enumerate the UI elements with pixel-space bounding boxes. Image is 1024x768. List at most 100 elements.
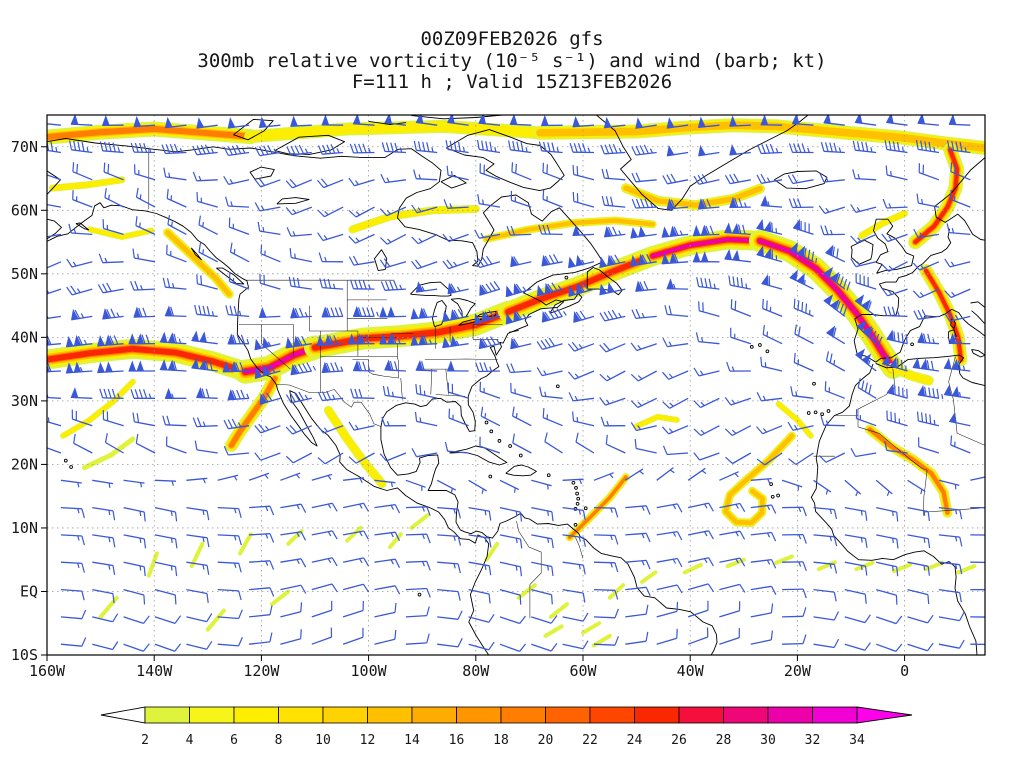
border-path <box>309 305 358 332</box>
wind-barb <box>818 452 846 463</box>
wind-barb <box>666 198 689 210</box>
vorticity-band <box>228 376 278 448</box>
wind-barb <box>437 610 463 620</box>
wind-barb <box>852 140 877 154</box>
wind-barb <box>593 608 619 619</box>
wind-barb <box>562 506 586 520</box>
island-dot <box>776 493 780 498</box>
wind-barb <box>415 281 438 293</box>
wind-barb <box>818 205 845 215</box>
wind-barb <box>225 305 250 318</box>
wind-barb <box>624 468 644 481</box>
wind-barb <box>405 560 431 571</box>
coastline-path <box>505 464 537 477</box>
wind-barb <box>479 163 501 181</box>
wind-barb <box>217 588 242 601</box>
figure-title-block: 00Z09FEB2026 gfs 300mb relative vorticit… <box>0 28 1024 94</box>
vorticity-band <box>516 583 537 600</box>
wind-barb <box>813 506 838 520</box>
wind-barb <box>656 584 683 594</box>
wind-barb <box>479 381 501 399</box>
wind-barb <box>123 534 147 549</box>
wind-barb <box>844 561 868 576</box>
wind-barb <box>217 506 242 518</box>
coastline-path <box>950 318 956 329</box>
wind-barb <box>72 162 93 181</box>
wind-barb <box>254 202 281 212</box>
wind-barb <box>196 274 218 290</box>
wind-barb <box>352 115 375 126</box>
wind-barb <box>192 417 218 428</box>
wind-barb <box>382 385 406 399</box>
wind-barb <box>319 278 344 290</box>
colorbar-segment <box>411 706 457 724</box>
wind-barb <box>625 505 651 515</box>
island-dot <box>574 486 578 490</box>
colorbar-left-arrow <box>100 706 146 724</box>
wind-barb <box>850 204 877 214</box>
wind-barb <box>186 561 210 575</box>
lon-tick-label: 80W <box>462 662 490 680</box>
grid-lines <box>47 115 985 655</box>
vorticity-band <box>816 560 837 572</box>
wind-barb <box>750 477 772 484</box>
wind-barb <box>656 557 683 568</box>
border-path <box>472 324 499 340</box>
wind-barb <box>317 178 344 189</box>
wind-barb <box>662 370 689 380</box>
wind-barb <box>104 433 124 454</box>
wind-barb <box>135 187 156 208</box>
colorbar-level-label: 2 <box>141 733 149 748</box>
wind-barb <box>813 534 838 547</box>
wind-barb <box>760 356 783 372</box>
island-dot <box>484 420 489 425</box>
wind-barb <box>631 198 657 209</box>
wind-barb <box>693 173 720 185</box>
border-path <box>400 377 403 400</box>
wind-barb <box>446 165 469 181</box>
wind-barb <box>154 534 178 549</box>
wind-barb <box>72 190 93 208</box>
wind-barb <box>285 452 313 464</box>
wind-barb <box>123 615 150 625</box>
wind-barb <box>66 285 93 296</box>
vorticity-band <box>484 541 500 562</box>
wind-barb <box>970 561 985 563</box>
wind-barb <box>875 479 893 497</box>
coastline-path <box>368 120 407 125</box>
wind-barb <box>728 275 751 290</box>
wind-barb <box>782 506 807 517</box>
wind-barb <box>381 416 406 427</box>
border-path <box>430 369 433 395</box>
wind-barb <box>65 334 93 348</box>
wind-barb <box>875 643 903 653</box>
colorbar-level-label: 32 <box>805 733 821 748</box>
wind-barb <box>166 244 187 263</box>
wind-barb <box>98 253 124 264</box>
wind-barb <box>198 215 218 235</box>
wind-barb <box>348 206 375 218</box>
vorticity-band <box>189 541 205 569</box>
island-dot <box>518 453 523 458</box>
wind-barb <box>128 360 155 372</box>
wind-barb <box>656 530 683 541</box>
wind-barb <box>844 588 867 604</box>
wind-barb <box>257 221 281 236</box>
wind-barb <box>437 534 462 546</box>
wind-barb <box>625 559 651 570</box>
wind-barb <box>474 309 501 325</box>
wind-barb <box>159 331 187 345</box>
wind-barb <box>698 301 720 318</box>
wind-barb <box>254 336 281 351</box>
wind-barb <box>600 416 626 427</box>
colorbar-level-label: 26 <box>671 733 687 748</box>
wind-barb <box>135 216 156 235</box>
wind-barb <box>411 233 438 245</box>
wind-barb <box>348 255 375 266</box>
vorticity-band <box>623 185 763 208</box>
wind-barb <box>60 479 82 488</box>
wind-barb <box>132 412 156 427</box>
wind-barb <box>541 308 567 323</box>
wind-barb <box>415 115 438 126</box>
wind-barb <box>47 174 62 181</box>
